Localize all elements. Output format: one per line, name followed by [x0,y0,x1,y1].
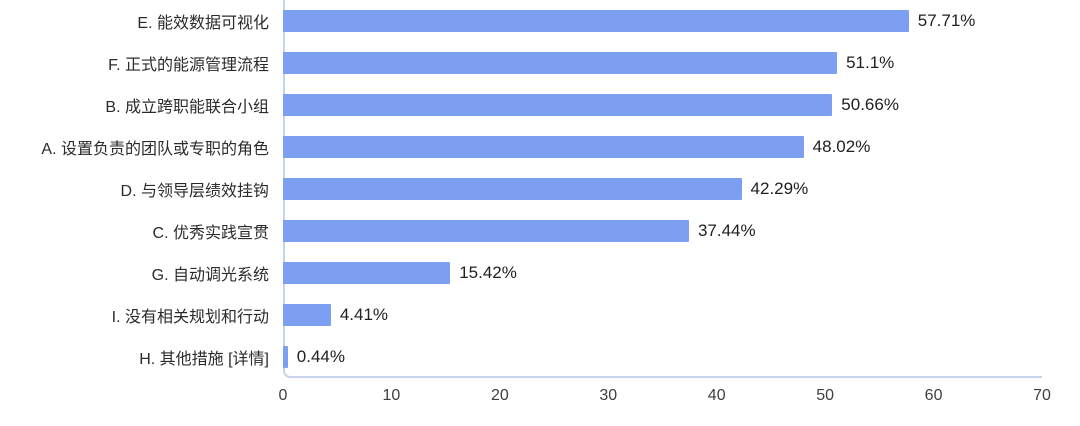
bar [283,94,833,116]
bar-track: 57.71% [283,0,1042,42]
value-label: 15.42% [459,263,517,282]
bar-track: 0.44% [283,336,1042,378]
category-label: D. 与领导层绩效挂钩 [120,183,269,200]
category-label: G. 自动调光系统 [151,267,269,284]
bar [283,136,804,158]
x-tick-label: 40 [707,387,726,404]
bar-track: 42.29% [283,168,1042,210]
x-axis: 0 10 20 30 40 50 60 70 [279,378,1051,426]
bar-track: 37.44% [283,210,1042,252]
chart-row: I. 没有相关规划和行动 4.41% [0,294,1080,336]
value-label: 0.44% [296,347,345,366]
bar-track: 51.1% [283,42,1042,84]
x-tick-label: 20 [490,387,509,404]
bar [283,262,451,284]
chart-row: C. 优秀实践宣贯 37.44% [0,210,1080,252]
bar [283,346,288,368]
x-tick-label: 70 [1033,387,1051,404]
category-label: B. 成立跨职能联合小组 [105,99,269,116]
x-tick-label: 30 [599,387,618,404]
chart-row: A. 设置负责的团队或专职的角色 48.02% [0,126,1080,168]
chart-row: F. 正式的能源管理流程 51.1% [0,42,1080,84]
category-label: I. 没有相关规划和行动 [111,309,269,326]
chart-row: G. 自动调光系统 15.42% [0,252,1080,294]
bar-track: 50.66% [283,84,1042,126]
category-label: A. 设置负责的团队或专职的角色 [41,141,269,158]
bar [283,10,909,32]
x-tick-label: 50 [816,387,835,404]
bar-track: 4.41% [283,294,1042,336]
bar [283,220,689,242]
value-label: 50.66% [841,95,899,114]
category-label: H. 其他措施 [详情] [139,351,269,368]
category-label: C. 优秀实践宣贯 [152,225,269,242]
x-tick-label: 10 [382,387,401,404]
details-link[interactable]: [详情] [228,351,269,368]
bar [283,178,742,200]
value-label: 57.71% [917,11,976,30]
value-label: 51.1% [846,53,895,72]
bar [283,52,838,74]
chart-row: E. 能效数据可视化 57.71% [0,0,1080,42]
chart-row: B. 成立跨职能联合小组 50.66% [0,84,1080,126]
bar-track: 48.02% [283,126,1042,168]
value-label: 4.41% [339,305,389,324]
value-label: 37.44% [697,221,756,240]
x-tick-label: 60 [924,387,943,404]
chart-rows: E. 能效数据可视化 57.71% F. 正式的能源管理流程 51.1% B. 成立跨职… [0,0,1080,378]
value-label: 42.29% [750,179,809,198]
bar-track: 15.42% [283,252,1042,294]
chart-row: D. 与领导层绩效挂钩 42.29% [0,168,1080,210]
category-label: F. 正式的能源管理流程 [108,57,269,74]
chart-row: H. 其他措施 [详情] 0.44% [0,336,1080,378]
x-tick-label: 0 [278,387,288,404]
bar [283,304,331,326]
category-label: E. 能效数据可视化 [137,15,269,32]
value-label: 48.02% [812,137,871,156]
